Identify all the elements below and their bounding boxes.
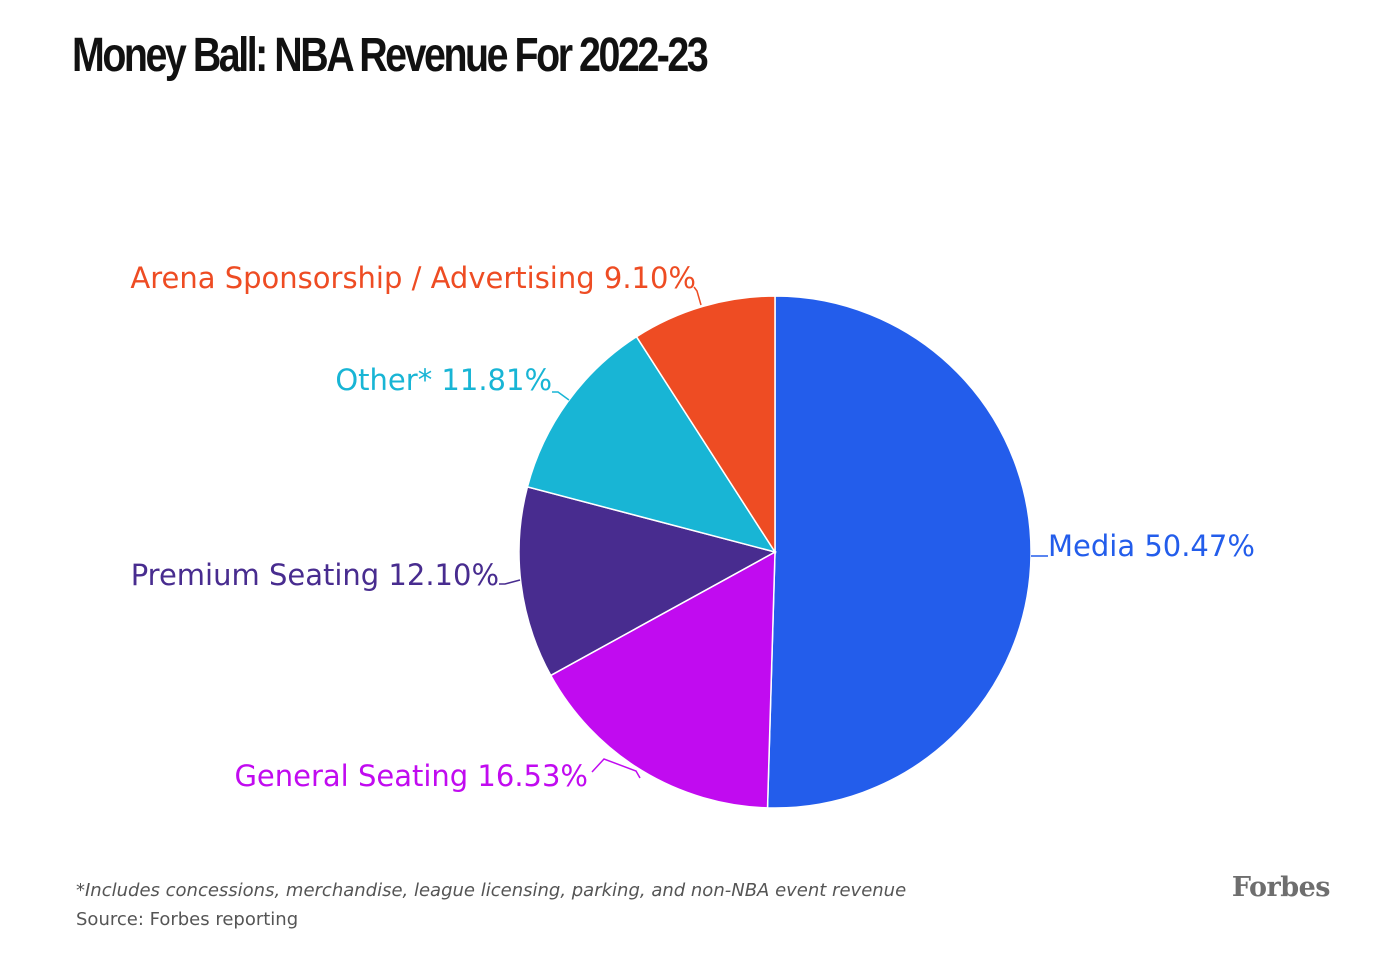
- pie-slice-arena-sponsorship-advertising: [635, 295, 776, 555]
- chart-source: Source: Forbes reporting: [76, 909, 299, 930]
- leader-line: [591, 758, 641, 779]
- pie-slice-other: [526, 335, 777, 554]
- leader-line: [552, 391, 570, 401]
- slice-label: Premium Seating 12.10%: [131, 558, 499, 592]
- leader-line: [693, 286, 702, 306]
- chart-title: Money Ball: NBA Revenue For 2022-23: [72, 29, 709, 82]
- slice-label: General Seating 16.53%: [234, 759, 588, 793]
- brand-logo: Forbes: [1231, 872, 1331, 903]
- label-leader-lines: [499, 286, 1048, 779]
- pie-slice-general-seating: [549, 550, 776, 809]
- slice-label: Other* 11.81%: [335, 363, 552, 397]
- pie-slice-premium-seating: [518, 485, 778, 677]
- leader-line: [499, 579, 521, 585]
- slice-label: Media 50.47%: [1048, 529, 1255, 563]
- slice-labels: Media 50.47% General Seating 16.53% Premiu…: [130, 261, 1255, 793]
- slice-label: Arena Sponsorship / Advertising 9.10%: [130, 261, 696, 295]
- chart-footnote: *Includes concessions, merchandise, leag…: [76, 880, 907, 901]
- pie-slice-media: [766, 295, 1032, 809]
- pie-slices: [518, 295, 1032, 809]
